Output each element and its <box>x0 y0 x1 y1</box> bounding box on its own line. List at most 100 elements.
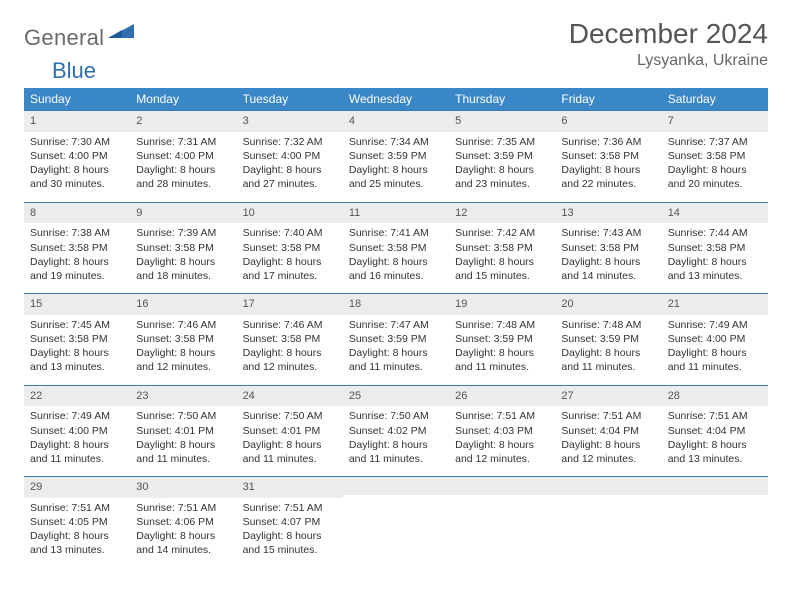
dow-wednesday: Wednesday <box>343 88 449 111</box>
sunrise-line: Sunrise: 7:51 AM <box>136 501 230 515</box>
daylight-line: Daylight: 8 hours and 12 minutes. <box>243 346 337 374</box>
daylight-line: Daylight: 8 hours and 11 minutes. <box>668 346 762 374</box>
day-cell: 11Sunrise: 7:41 AMSunset: 3:58 PMDayligh… <box>343 202 449 294</box>
daylight-line: Daylight: 8 hours and 16 minutes. <box>349 255 443 283</box>
day-cell: 6Sunrise: 7:36 AMSunset: 3:58 PMDaylight… <box>555 111 661 203</box>
day-cell: 4Sunrise: 7:34 AMSunset: 3:59 PMDaylight… <box>343 111 449 203</box>
day-body: Sunrise: 7:51 AMSunset: 4:03 PMDaylight:… <box>449 406 555 476</box>
sunset-line: Sunset: 3:58 PM <box>561 241 655 255</box>
sunrise-line: Sunrise: 7:46 AM <box>243 318 337 332</box>
sunset-line: Sunset: 3:58 PM <box>30 332 124 346</box>
day-body: Sunrise: 7:51 AMSunset: 4:04 PMDaylight:… <box>555 406 661 476</box>
day-cell: 13Sunrise: 7:43 AMSunset: 3:58 PMDayligh… <box>555 202 661 294</box>
day-body: Sunrise: 7:37 AMSunset: 3:58 PMDaylight:… <box>662 132 768 202</box>
day-number: 24 <box>237 386 343 407</box>
sunset-line: Sunset: 3:58 PM <box>561 149 655 163</box>
sunrise-line: Sunrise: 7:36 AM <box>561 135 655 149</box>
day-body: Sunrise: 7:39 AMSunset: 3:58 PMDaylight:… <box>130 223 236 293</box>
day-cell: 22Sunrise: 7:49 AMSunset: 4:00 PMDayligh… <box>24 385 130 477</box>
day-cell: 10Sunrise: 7:40 AMSunset: 3:58 PMDayligh… <box>237 202 343 294</box>
empty-daynum <box>555 477 661 495</box>
day-cell: 19Sunrise: 7:48 AMSunset: 3:59 PMDayligh… <box>449 294 555 386</box>
day-cell: 29Sunrise: 7:51 AMSunset: 4:05 PMDayligh… <box>24 477 130 568</box>
day-body: Sunrise: 7:35 AMSunset: 3:59 PMDaylight:… <box>449 132 555 202</box>
sunset-line: Sunset: 3:59 PM <box>455 149 549 163</box>
title-block: December 2024 Lysyanka, Ukraine <box>569 18 768 70</box>
sunset-line: Sunset: 3:58 PM <box>349 241 443 255</box>
day-cell: 30Sunrise: 7:51 AMSunset: 4:06 PMDayligh… <box>130 477 236 568</box>
day-number: 18 <box>343 294 449 315</box>
day-cell <box>449 477 555 568</box>
day-number: 29 <box>24 477 130 498</box>
sunset-line: Sunset: 4:05 PM <box>30 515 124 529</box>
daylight-line: Daylight: 8 hours and 12 minutes. <box>455 438 549 466</box>
sunset-line: Sunset: 4:01 PM <box>243 424 337 438</box>
day-number: 30 <box>130 477 236 498</box>
empty-daybody <box>343 495 449 545</box>
day-number: 17 <box>237 294 343 315</box>
month-title: December 2024 <box>569 18 768 50</box>
day-number: 31 <box>237 477 343 498</box>
daylight-line: Daylight: 8 hours and 14 minutes. <box>136 529 230 557</box>
day-body: Sunrise: 7:31 AMSunset: 4:00 PMDaylight:… <box>130 132 236 202</box>
day-cell: 5Sunrise: 7:35 AMSunset: 3:59 PMDaylight… <box>449 111 555 203</box>
daylight-line: Daylight: 8 hours and 25 minutes. <box>349 163 443 191</box>
sunrise-line: Sunrise: 7:48 AM <box>561 318 655 332</box>
sunrise-line: Sunrise: 7:44 AM <box>668 226 762 240</box>
header: General December 2024 Lysyanka, Ukraine <box>24 18 768 70</box>
sunset-line: Sunset: 3:58 PM <box>30 241 124 255</box>
day-body: Sunrise: 7:47 AMSunset: 3:59 PMDaylight:… <box>343 315 449 385</box>
sunset-line: Sunset: 4:04 PM <box>668 424 762 438</box>
daylight-line: Daylight: 8 hours and 11 minutes. <box>349 438 443 466</box>
daylight-line: Daylight: 8 hours and 15 minutes. <box>243 529 337 557</box>
day-body: Sunrise: 7:49 AMSunset: 4:00 PMDaylight:… <box>662 315 768 385</box>
empty-daybody <box>555 495 661 545</box>
day-cell: 26Sunrise: 7:51 AMSunset: 4:03 PMDayligh… <box>449 385 555 477</box>
sunset-line: Sunset: 4:06 PM <box>136 515 230 529</box>
day-body: Sunrise: 7:50 AMSunset: 4:02 PMDaylight:… <box>343 406 449 476</box>
day-cell: 25Sunrise: 7:50 AMSunset: 4:02 PMDayligh… <box>343 385 449 477</box>
empty-daynum <box>449 477 555 495</box>
dow-friday: Friday <box>555 88 661 111</box>
day-number: 12 <box>449 203 555 224</box>
week-row: 8Sunrise: 7:38 AMSunset: 3:58 PMDaylight… <box>24 202 768 294</box>
daylight-line: Daylight: 8 hours and 13 minutes. <box>30 346 124 374</box>
sunrise-line: Sunrise: 7:37 AM <box>668 135 762 149</box>
daylight-line: Daylight: 8 hours and 27 minutes. <box>243 163 337 191</box>
day-number: 3 <box>237 111 343 132</box>
day-cell: 15Sunrise: 7:45 AMSunset: 3:58 PMDayligh… <box>24 294 130 386</box>
sunrise-line: Sunrise: 7:30 AM <box>30 135 124 149</box>
sunset-line: Sunset: 3:58 PM <box>243 241 337 255</box>
day-number: 9 <box>130 203 236 224</box>
day-body: Sunrise: 7:44 AMSunset: 3:58 PMDaylight:… <box>662 223 768 293</box>
dow-tuesday: Tuesday <box>237 88 343 111</box>
sunrise-line: Sunrise: 7:39 AM <box>136 226 230 240</box>
sunrise-line: Sunrise: 7:50 AM <box>349 409 443 423</box>
day-body: Sunrise: 7:41 AMSunset: 3:58 PMDaylight:… <box>343 223 449 293</box>
sunset-line: Sunset: 3:59 PM <box>349 149 443 163</box>
day-cell <box>343 477 449 568</box>
sunset-line: Sunset: 4:01 PM <box>136 424 230 438</box>
day-cell: 27Sunrise: 7:51 AMSunset: 4:04 PMDayligh… <box>555 385 661 477</box>
day-cell: 8Sunrise: 7:38 AMSunset: 3:58 PMDaylight… <box>24 202 130 294</box>
sunset-line: Sunset: 3:59 PM <box>349 332 443 346</box>
sunset-line: Sunset: 4:04 PM <box>561 424 655 438</box>
sunrise-line: Sunrise: 7:49 AM <box>30 409 124 423</box>
day-number: 5 <box>449 111 555 132</box>
day-number: 7 <box>662 111 768 132</box>
day-number: 1 <box>24 111 130 132</box>
day-body: Sunrise: 7:51 AMSunset: 4:06 PMDaylight:… <box>130 498 236 568</box>
daylight-line: Daylight: 8 hours and 11 minutes. <box>561 346 655 374</box>
daylight-line: Daylight: 8 hours and 17 minutes. <box>243 255 337 283</box>
day-cell: 23Sunrise: 7:50 AMSunset: 4:01 PMDayligh… <box>130 385 236 477</box>
dow-sunday: Sunday <box>24 88 130 111</box>
day-number: 22 <box>24 386 130 407</box>
sunset-line: Sunset: 4:00 PM <box>668 332 762 346</box>
day-body: Sunrise: 7:43 AMSunset: 3:58 PMDaylight:… <box>555 223 661 293</box>
week-row: 22Sunrise: 7:49 AMSunset: 4:00 PMDayligh… <box>24 385 768 477</box>
daylight-line: Daylight: 8 hours and 13 minutes. <box>668 438 762 466</box>
daylight-line: Daylight: 8 hours and 13 minutes. <box>668 255 762 283</box>
daylight-line: Daylight: 8 hours and 12 minutes. <box>136 346 230 374</box>
sunrise-line: Sunrise: 7:41 AM <box>349 226 443 240</box>
sunset-line: Sunset: 3:59 PM <box>561 332 655 346</box>
